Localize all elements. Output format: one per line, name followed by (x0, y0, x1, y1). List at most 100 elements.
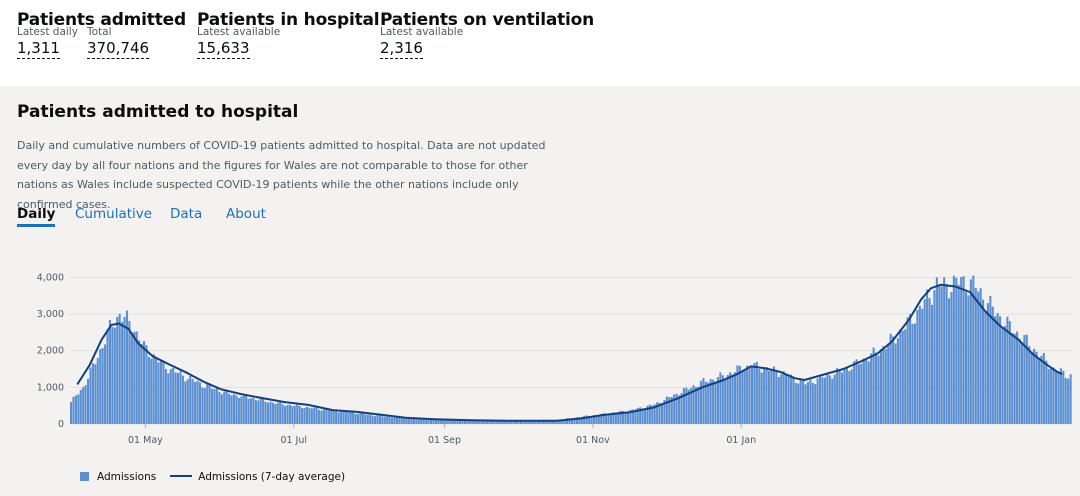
admissions-bar (515, 420, 518, 424)
admissions-bar (291, 406, 294, 424)
admissions-bar (1025, 334, 1028, 424)
in-hospital-label: Latest available (197, 26, 281, 38)
ventilation-value[interactable]: 2,316 (380, 39, 423, 59)
admissions-bar (140, 343, 143, 424)
admissions-bar (836, 368, 839, 424)
admissions-bar (485, 420, 488, 424)
admissions-bar (541, 420, 544, 424)
legend-bar-swatch (80, 472, 89, 481)
admitted-total-label: Total (87, 26, 112, 38)
admissions-bar (1023, 335, 1026, 424)
tab-data[interactable]: Data (170, 206, 203, 222)
admissions-bar (281, 404, 284, 424)
admissions-bar (729, 372, 732, 424)
admissions-bar (617, 412, 620, 424)
admissions-bar (157, 362, 160, 424)
admissions-bar (347, 412, 350, 424)
admissions-bar (733, 372, 737, 424)
admissions-bar (145, 345, 148, 424)
summary-header: Patients admitted Latest daily 1,311 Tot… (0, 0, 1080, 84)
admissions-bar (848, 371, 851, 424)
admissions-bar (566, 418, 569, 424)
admissions-bar (753, 362, 756, 424)
seven-day-average-line (76, 283, 1063, 422)
admissions-bar (417, 419, 420, 424)
admissions-bar (303, 407, 306, 424)
admissions-bar (502, 420, 505, 424)
admissions-bar (741, 371, 744, 424)
admissions-bar (313, 407, 316, 424)
admissions-bar (986, 303, 989, 424)
admissions-bar (305, 406, 308, 424)
in-hospital-value[interactable]: 15,633 (197, 39, 250, 59)
admissions-bar (857, 364, 861, 424)
admissions-bar (653, 404, 656, 424)
admissions-bar (1033, 348, 1036, 424)
admissions-bar (1037, 357, 1041, 424)
tab-daily[interactable]: Daily (17, 206, 56, 227)
admissions-bar (249, 398, 253, 424)
admissions-bar (767, 370, 771, 424)
admissions-bar (378, 415, 381, 424)
admissions-bar (821, 377, 824, 424)
admissions-bar (833, 374, 836, 424)
admissions-bar (860, 363, 863, 424)
admissions-bar (123, 316, 126, 424)
legend-bars-label: Admissions (97, 471, 157, 483)
admissions-bar (471, 420, 474, 424)
admissions-bar (648, 404, 651, 424)
admissions-bar (388, 417, 391, 424)
admissions-bar (429, 419, 433, 424)
x-tick-label: 01 Jul (280, 435, 307, 446)
admissions-bar (237, 397, 240, 424)
admissions-bar (984, 311, 987, 424)
admitted-daily-value[interactable]: 1,311 (17, 39, 60, 59)
card-title: Patients admitted to hospital (17, 102, 299, 122)
admissions-bar (553, 420, 557, 424)
admissions-bar (155, 357, 158, 424)
admissions-bar (743, 370, 746, 424)
admissions-bar (785, 374, 788, 424)
admissions-bar (1062, 370, 1065, 424)
admissions-bar (510, 420, 513, 424)
admissions-bar (505, 420, 508, 424)
admissions-bar (374, 416, 377, 424)
admissions-bar (1050, 368, 1053, 424)
admissions-bar (680, 393, 683, 424)
admissions-bar (420, 419, 423, 424)
admissions-bar (99, 349, 102, 424)
admissions-bar (400, 418, 403, 424)
admissions-bar (928, 298, 931, 424)
admissions-bar (1011, 333, 1014, 424)
admissions-bar (896, 338, 899, 424)
admissions-bar (70, 402, 73, 424)
admissions-bar (488, 420, 491, 424)
admissions-bar (746, 365, 749, 424)
admissions-bar (232, 394, 236, 424)
admissions-bar (972, 275, 975, 424)
tab-cumulative[interactable]: Cumulative (75, 206, 153, 222)
admissions-bar (1040, 355, 1043, 424)
admissions-bar (356, 413, 360, 424)
admissions-bar (266, 402, 270, 424)
admissions-bar (269, 401, 272, 424)
admissions-bar (87, 378, 90, 424)
admissions-bar (840, 372, 844, 424)
tab-about[interactable]: About (226, 206, 266, 222)
admissions-bar (658, 402, 661, 424)
admissions-bar (408, 418, 411, 424)
x-tick-label: 01 Jan (726, 435, 756, 446)
admissions-bar (532, 420, 535, 424)
admissions-bar (247, 398, 250, 424)
admissions-bar (845, 367, 848, 424)
admissions-bar (792, 376, 795, 424)
y-tick-label: 4,000 (37, 272, 64, 283)
card-description: Daily and cumulative numbers of COVID-19… (17, 139, 546, 211)
admissions-bar (826, 374, 829, 424)
admissions-bar (964, 291, 968, 424)
admissions-bar (349, 411, 352, 424)
admissions-bar (724, 378, 727, 424)
admissions-bar (72, 396, 75, 424)
admitted-total-value[interactable]: 370,746 (87, 39, 150, 59)
admissions-bar (449, 419, 452, 424)
